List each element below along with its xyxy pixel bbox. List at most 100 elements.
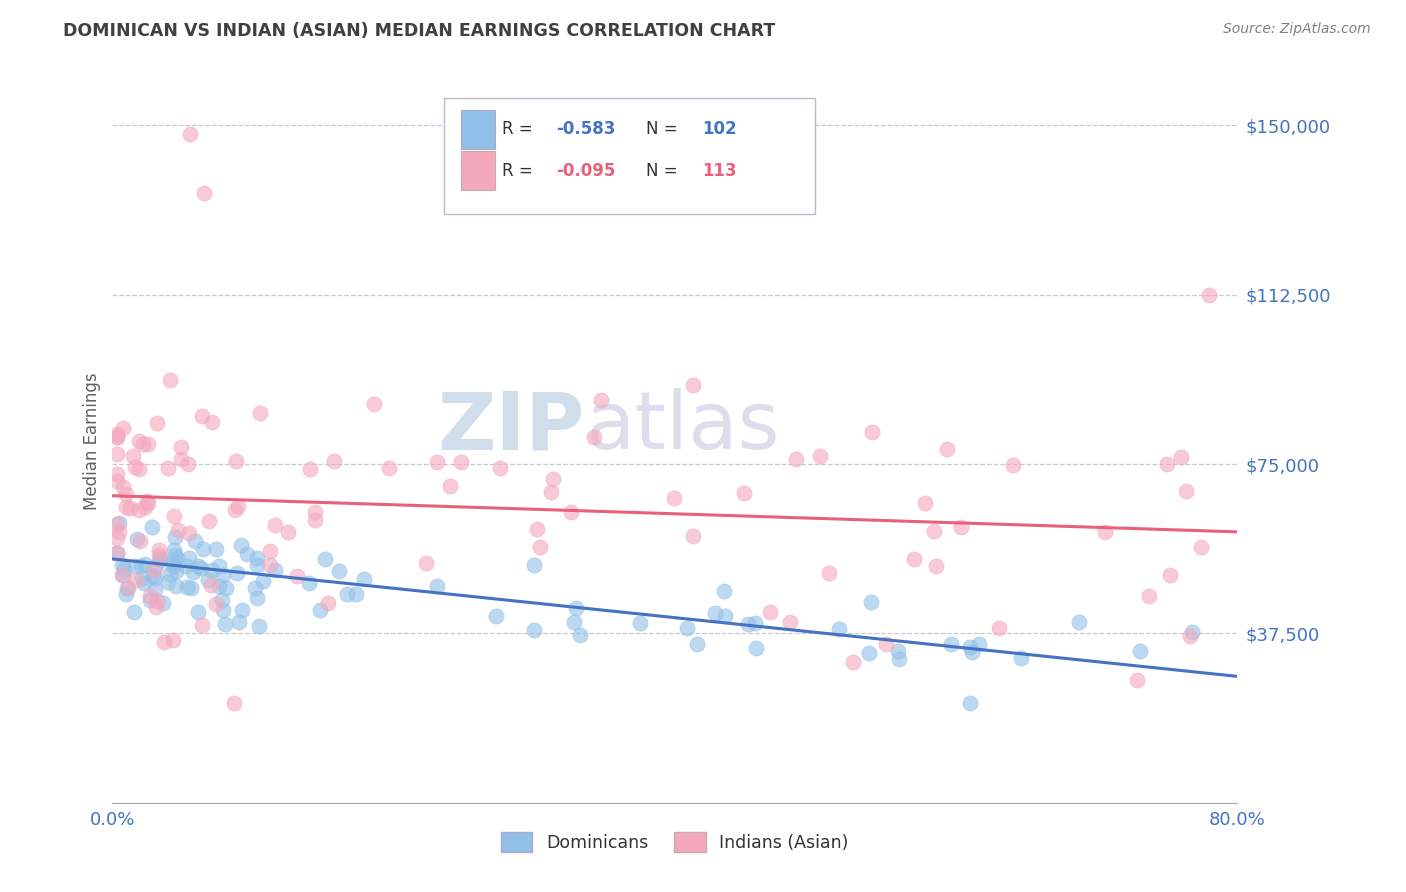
- Point: [145, 582, 167, 596]
- Point: [224, 696, 246, 710]
- FancyBboxPatch shape: [461, 110, 495, 149]
- Point: [179, 128, 201, 142]
- Point: [565, 600, 588, 615]
- Point: [426, 455, 449, 469]
- Legend: Dominicans, Indians (Asian): Dominicans, Indians (Asian): [494, 825, 856, 859]
- Point: [200, 578, 222, 592]
- Point: [153, 635, 176, 649]
- Point: [959, 640, 981, 654]
- Point: [887, 652, 910, 666]
- Point: [136, 496, 159, 510]
- Point: [540, 485, 562, 500]
- Point: [378, 460, 401, 475]
- Point: [987, 622, 1010, 636]
- Point: [197, 573, 219, 587]
- Point: [105, 426, 128, 441]
- Point: [704, 607, 727, 621]
- Point: [226, 566, 249, 581]
- Point: [224, 503, 246, 517]
- Point: [108, 524, 131, 539]
- Point: [245, 582, 267, 596]
- Point: [105, 467, 128, 481]
- Point: [162, 633, 184, 648]
- Point: [1198, 287, 1220, 301]
- Point: [779, 615, 801, 629]
- Point: [157, 574, 180, 589]
- Point: [142, 563, 165, 577]
- Point: [145, 558, 167, 573]
- Point: [1156, 457, 1178, 471]
- Point: [191, 409, 214, 424]
- Point: [526, 522, 548, 536]
- Point: [1126, 673, 1149, 687]
- Point: [1189, 541, 1212, 555]
- Point: [304, 513, 326, 527]
- Text: ZIP: ZIP: [437, 388, 585, 467]
- Point: [176, 457, 198, 471]
- Point: [114, 487, 136, 501]
- Point: [886, 644, 908, 658]
- Point: [737, 616, 759, 631]
- Point: [1175, 483, 1198, 498]
- Point: [298, 462, 321, 476]
- Point: [191, 542, 214, 557]
- Point: [314, 552, 336, 566]
- Point: [560, 505, 582, 519]
- Point: [925, 558, 948, 573]
- Point: [214, 616, 236, 631]
- Text: -0.583: -0.583: [555, 120, 614, 138]
- Point: [936, 442, 959, 456]
- Text: N =: N =: [645, 161, 682, 179]
- Point: [1094, 524, 1116, 539]
- Point: [229, 538, 252, 552]
- Point: [125, 532, 148, 546]
- Point: [235, 547, 257, 561]
- Point: [205, 541, 228, 556]
- Point: [1181, 625, 1204, 640]
- Point: [105, 531, 128, 545]
- Point: [142, 569, 165, 583]
- Point: [163, 548, 186, 562]
- Point: [208, 578, 231, 592]
- Text: N =: N =: [645, 120, 682, 138]
- Point: [105, 546, 128, 560]
- Point: [166, 550, 188, 565]
- Point: [193, 186, 215, 201]
- Point: [117, 581, 139, 595]
- Point: [105, 546, 128, 560]
- Point: [118, 500, 141, 515]
- Point: [277, 524, 299, 539]
- Point: [1011, 650, 1033, 665]
- Point: [105, 447, 128, 461]
- Point: [439, 478, 461, 492]
- Point: [591, 392, 613, 407]
- Point: [132, 575, 155, 590]
- Point: [285, 569, 308, 583]
- Point: [112, 479, 135, 493]
- Point: [211, 603, 233, 617]
- FancyBboxPatch shape: [444, 98, 815, 214]
- Point: [713, 584, 735, 599]
- Point: [426, 579, 449, 593]
- Point: [205, 597, 228, 611]
- Point: [163, 509, 186, 524]
- Point: [541, 472, 564, 486]
- Point: [744, 615, 766, 630]
- Point: [141, 520, 163, 534]
- Point: [105, 430, 128, 444]
- Point: [316, 596, 339, 610]
- Point: [170, 452, 193, 467]
- Point: [111, 421, 134, 435]
- Point: [105, 430, 128, 444]
- Point: [138, 589, 160, 603]
- Point: [198, 515, 221, 529]
- Point: [682, 529, 704, 543]
- Point: [180, 581, 202, 595]
- Point: [252, 574, 274, 588]
- Point: [249, 406, 271, 420]
- Point: [162, 556, 184, 570]
- Point: [529, 540, 551, 554]
- Point: [156, 461, 179, 475]
- Point: [190, 561, 212, 575]
- Text: Source: ZipAtlas.com: Source: ZipAtlas.com: [1223, 22, 1371, 37]
